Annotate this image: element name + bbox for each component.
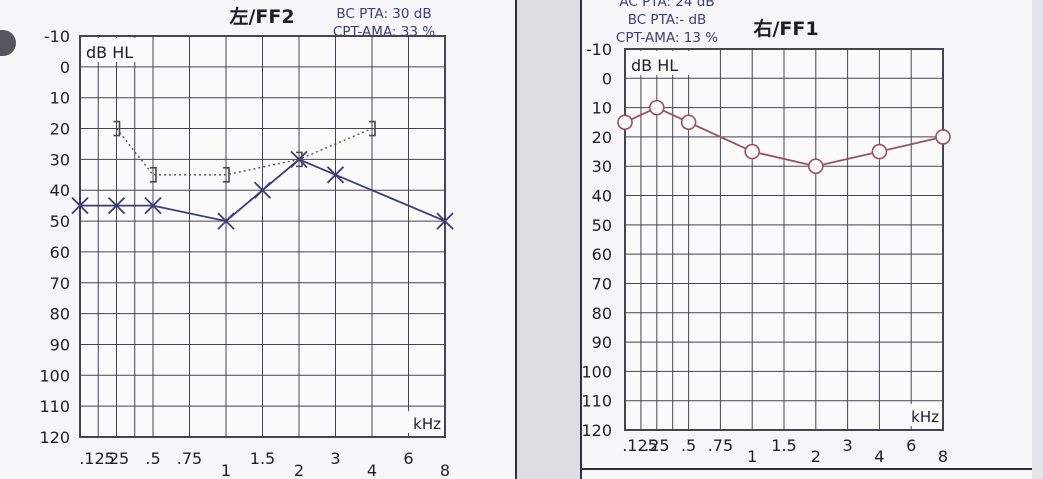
- y-tick-label: 20: [50, 120, 70, 139]
- y-tick-label: 40: [592, 187, 612, 206]
- x-axis-label: kHz: [413, 415, 441, 433]
- y-tick-label: -10: [44, 27, 70, 46]
- x-tick-label: 6: [906, 436, 916, 455]
- circle-marker: [808, 158, 824, 175]
- x-tick-label: 1: [747, 447, 757, 466]
- sheet-bottom-border: [580, 468, 1032, 470]
- y-tick-label: 100: [39, 366, 70, 385]
- x-tick-label: 6: [403, 449, 413, 468]
- y-tick-label: 30: [50, 150, 70, 169]
- y-tick-label: 80: [50, 305, 70, 324]
- y-tick-label: 0: [602, 69, 612, 88]
- y-tick-label: 60: [592, 245, 612, 264]
- x-marker: [436, 212, 454, 230]
- bracket-marker: [150, 167, 157, 183]
- y-tick-label: 10: [592, 99, 612, 118]
- page-edge: [1032, 0, 1043, 479]
- y-axis-label: dB HL: [86, 43, 133, 62]
- y-tick-label: 60: [50, 243, 70, 262]
- x-tick-label: .75: [177, 449, 202, 468]
- x-tick-label: 1.5: [771, 436, 796, 455]
- circle-marker: [680, 114, 697, 131]
- y-tick-label: 110: [582, 392, 612, 411]
- y-tick-label: 120: [582, 421, 612, 440]
- x-marker: [217, 212, 235, 230]
- circle-marker: [935, 129, 951, 145]
- chart-title: 左/FF2: [229, 5, 294, 28]
- y-tick-label: -10: [586, 40, 612, 59]
- circle-marker: [871, 143, 888, 160]
- x-tick-label: 2: [294, 461, 304, 479]
- xlabel-backdrop: [407, 411, 443, 433]
- left-audiogram-chart: -10 0 10 20 30 40 50 60 70 80 90 100 110 120 .125.25 .5…: [39, 5, 454, 479]
- ylabel-backdrop: [82, 38, 146, 62]
- y-axis-label: dB HL: [631, 56, 678, 75]
- bracket-marker: [223, 167, 230, 183]
- y-tick-label: 120: [39, 428, 70, 447]
- x-tick-label: .125: [79, 449, 115, 468]
- x-tick-label: .125: [622, 436, 658, 455]
- right-audiogram-sheet: -10 0 10 20 30 40 50 60 70 80 90 100 110 120 .125.25 .5…: [580, 0, 1036, 479]
- x-marker: [144, 197, 162, 215]
- chart-summary-line: AC PTA: 24 dB: [619, 0, 714, 10]
- bc-series-line: [115, 127, 373, 176]
- finger-shadow: [0, 30, 16, 56]
- chart-summary-line: CPT-AMA: 13 %: [616, 30, 718, 46]
- y-tick-label: 40: [50, 181, 70, 200]
- y-tick-label: 70: [592, 274, 612, 293]
- ac-series-line: [80, 158, 446, 223]
- bracket-marker: [369, 120, 376, 137]
- circle-marker: [617, 114, 633, 131]
- y-tick-label: 70: [50, 274, 70, 293]
- x-tick-label: 1: [221, 461, 231, 479]
- x-axis-label: kHz: [911, 408, 939, 426]
- x-tick-label: .25: [104, 449, 129, 468]
- ylabel-backdrop: [627, 51, 691, 75]
- x-tick-label: .5: [145, 449, 160, 468]
- left-audiogram-sheet: -10 0 10 20 30 40 50 60 70 80 90 100 110 120 .125.25 .5…: [0, 0, 517, 479]
- y-tick-label: 90: [50, 335, 70, 354]
- x-tick-label: 1.5: [250, 449, 275, 468]
- xlabel-backdrop: [905, 404, 941, 426]
- x-tick-label: 3: [843, 436, 853, 455]
- x-tick-label: 4: [874, 447, 884, 466]
- chart-summary-line: BC PTA: 30 dB: [336, 6, 431, 22]
- y-tick-label: 80: [592, 304, 612, 323]
- x-tick-label: 2: [811, 447, 821, 466]
- x-marker: [253, 181, 272, 199]
- chart-summary-line: CPT-AMA: 33 %: [333, 24, 435, 40]
- x-tick-label: .5: [681, 436, 696, 455]
- x-tick-label: 4: [367, 461, 377, 479]
- chart-summary-line: BC PTA:- dB: [628, 12, 707, 28]
- y-tick-label: 110: [39, 397, 70, 416]
- circle-marker: [744, 143, 760, 160]
- bracket-marker: [113, 120, 121, 137]
- circle-marker: [649, 99, 665, 116]
- x-tick-label: .25: [644, 436, 669, 455]
- y-tick-label: 0: [60, 58, 70, 77]
- y-tick-label: 50: [50, 212, 70, 231]
- x-tick-label: 8: [938, 447, 948, 466]
- x-marker: [71, 197, 89, 215]
- page-gap: [517, 0, 580, 479]
- y-tick-label: 90: [592, 333, 612, 352]
- x-tick-label: 3: [330, 449, 340, 468]
- right-audiogram-chart: -10 0 10 20 30 40 50 60 70 80 90 100 110 120 .125.25 .5…: [582, 0, 951, 466]
- x-marker: [107, 197, 126, 215]
- bracket-marker: [296, 151, 303, 168]
- x-tick-label: 8: [440, 461, 450, 479]
- y-tick-label: 50: [592, 216, 612, 235]
- y-tick-label: 10: [50, 89, 70, 108]
- x-tick-label: .75: [708, 436, 733, 455]
- y-tick-label: 30: [592, 157, 612, 176]
- chart-title: 右/FF1: [752, 17, 818, 40]
- y-tick-label: 100: [582, 362, 612, 381]
- x-marker: [326, 166, 345, 184]
- y-tick-label: 20: [592, 128, 612, 147]
